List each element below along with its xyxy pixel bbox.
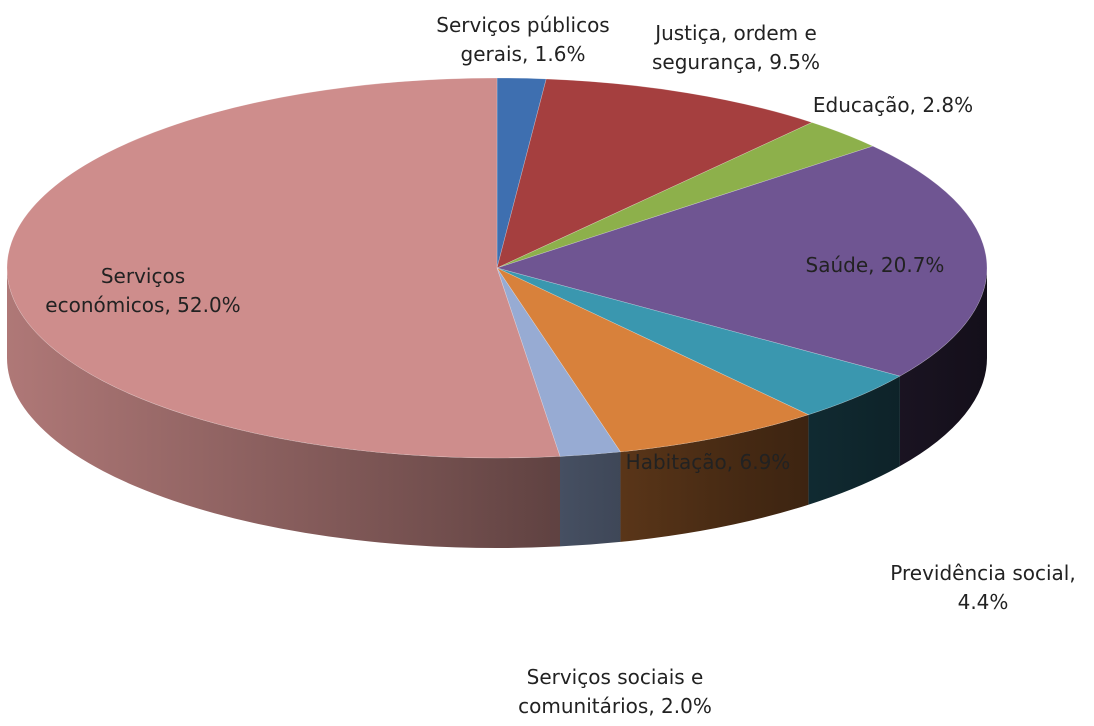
pie-slice-label-line: segurança, 9.5% — [652, 50, 820, 74]
pie-slice-4 — [496, 267, 901, 416]
pie-slice-side-7 — [7, 268, 561, 548]
pie-slice-side-4 — [808, 376, 900, 505]
pie-slice-2 — [496, 122, 874, 269]
pie-slice-label-5: Habitação, 6.9% — [626, 450, 791, 474]
pie-tops — [6, 77, 988, 459]
pie-slice-1 — [496, 78, 813, 269]
pie-slice-0 — [496, 77, 547, 269]
pie-slice-label-line: gerais, 1.6% — [461, 42, 586, 66]
pie-slice-5 — [496, 267, 810, 453]
pie-slice-label-6: Serviços sociais e comunitários, 2.0% — [518, 665, 712, 718]
pie-slice-label-7: Serviços económicos, 52.0% — [45, 264, 240, 317]
pie-slice-label-line: 4.4% — [958, 590, 1009, 614]
pie-slice-side-6 — [560, 451, 621, 547]
pie-slice-7 — [6, 77, 561, 459]
pie-slice-label-line: comunitários, 2.0% — [518, 694, 712, 718]
pie-slice-label-3: Saúde, 20.7% — [806, 253, 945, 277]
pie-labels: Serviços públicos gerais, 1.6% Justiça, or… — [45, 13, 1075, 718]
pie-slice-label-line: Habitação, 6.9% — [626, 450, 791, 474]
pie-slice-label-2: Educação, 2.8% — [813, 93, 973, 117]
pie-slice-label-line: Previdência social, — [890, 561, 1075, 585]
pie-slice-label-4: Previdência social, 4.4% — [890, 561, 1075, 614]
pie-slice-label-line: Justiça, ordem e — [653, 21, 817, 45]
pie-slice-label-line: económicos, 52.0% — [45, 293, 240, 317]
pie-slice-label-line: Serviços — [101, 264, 185, 288]
pie-slice-3 — [495, 145, 988, 377]
pie-slice-6 — [496, 267, 621, 457]
pie-slice-label-line: Serviços sociais e — [527, 665, 704, 689]
pie-slice-label-0: Serviços públicos gerais, 1.6% — [436, 13, 609, 66]
pie-slice-label-line: Serviços públicos — [436, 13, 609, 37]
pie-slice-label-line: Saúde, 20.7% — [806, 253, 945, 277]
pie-slice-label-1: Justiça, ordem e segurança, 9.5% — [652, 21, 820, 74]
pie-sides — [7, 268, 987, 548]
pie-slice-side-3 — [899, 268, 987, 467]
pie-slice-side-5 — [620, 414, 809, 542]
pie-slice-label-line: Educação, 2.8% — [813, 93, 973, 117]
